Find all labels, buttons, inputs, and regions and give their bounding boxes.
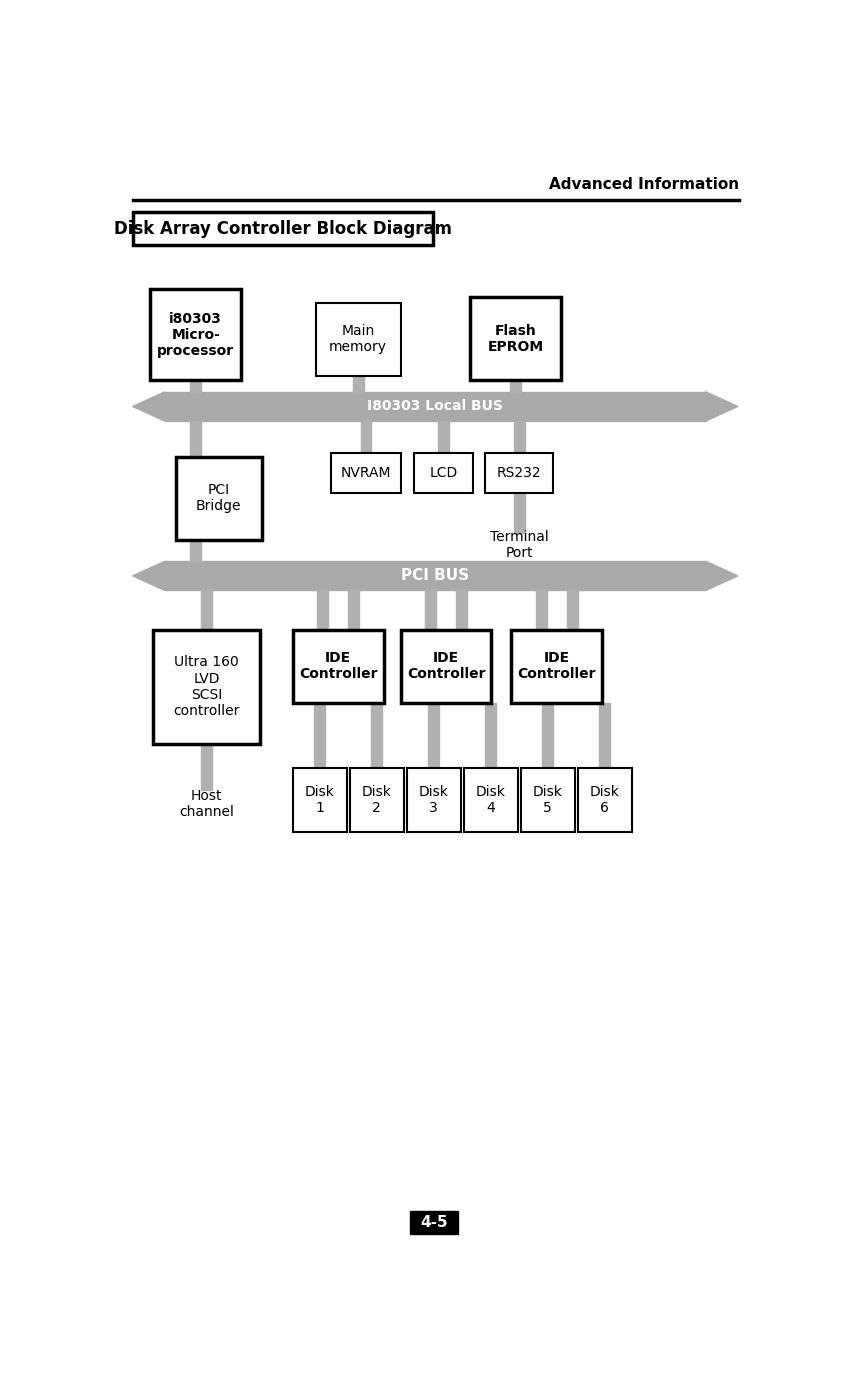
- Bar: [318, 590, 329, 629]
- Bar: [470, 298, 561, 380]
- Bar: [439, 421, 449, 453]
- Text: I80303 Local BUS: I80303 Local BUS: [368, 400, 503, 414]
- Bar: [350, 769, 404, 832]
- Text: Flash
EPROM: Flash EPROM: [487, 323, 544, 354]
- Text: Advanced Information: Advanced Information: [549, 178, 739, 192]
- Polygon shape: [133, 391, 165, 421]
- Bar: [600, 703, 610, 769]
- Text: Ultra 160
LVD
SCSI
controller: Ultra 160 LVD SCSI controller: [174, 656, 240, 719]
- Bar: [331, 453, 401, 492]
- Bar: [401, 629, 491, 703]
- Bar: [165, 561, 706, 590]
- Text: PCI BUS: PCI BUS: [401, 569, 469, 583]
- Text: PCI
Bridge: PCI Bridge: [197, 482, 241, 513]
- Bar: [514, 492, 524, 533]
- Polygon shape: [706, 561, 738, 590]
- Bar: [191, 421, 202, 457]
- Text: Disk
3: Disk 3: [418, 784, 449, 815]
- Bar: [152, 629, 261, 744]
- Text: Disk
5: Disk 5: [533, 784, 562, 815]
- Bar: [512, 629, 602, 703]
- Bar: [464, 769, 518, 832]
- Bar: [151, 289, 241, 380]
- Bar: [414, 453, 473, 492]
- Bar: [165, 391, 706, 421]
- Text: Disk
6: Disk 6: [590, 784, 619, 815]
- Text: i80303
Micro-
processor: i80303 Micro- processor: [158, 312, 235, 358]
- Bar: [542, 703, 553, 769]
- Bar: [429, 703, 439, 769]
- Bar: [133, 212, 433, 245]
- Bar: [202, 590, 212, 629]
- Bar: [293, 629, 384, 703]
- Text: IDE
Controller: IDE Controller: [407, 651, 485, 681]
- Text: 4-5: 4-5: [420, 1215, 448, 1230]
- Polygon shape: [706, 391, 738, 421]
- Text: Disk
1: Disk 1: [305, 784, 335, 815]
- Bar: [521, 769, 574, 832]
- Text: IDE
Controller: IDE Controller: [299, 651, 378, 681]
- Bar: [191, 540, 202, 561]
- Bar: [371, 703, 382, 769]
- Bar: [514, 421, 524, 453]
- Text: Disk Array Controller Block Diagram: Disk Array Controller Block Diagram: [113, 219, 451, 238]
- Polygon shape: [133, 561, 165, 590]
- Bar: [348, 590, 359, 629]
- Bar: [456, 590, 467, 629]
- Text: Host
channel: Host channel: [179, 788, 234, 819]
- Bar: [410, 1211, 458, 1234]
- Text: Disk
2: Disk 2: [362, 784, 391, 815]
- Bar: [567, 590, 578, 629]
- Bar: [293, 769, 346, 832]
- Text: Terminal
Port: Terminal Port: [490, 530, 549, 561]
- Text: Disk
4: Disk 4: [476, 784, 506, 815]
- Bar: [536, 590, 547, 629]
- Text: IDE
Controller: IDE Controller: [518, 651, 596, 681]
- Bar: [316, 302, 401, 376]
- Bar: [578, 769, 632, 832]
- Text: NVRAM: NVRAM: [340, 466, 391, 480]
- Bar: [425, 590, 436, 629]
- Bar: [485, 703, 496, 769]
- Text: Main
memory: Main memory: [329, 324, 387, 354]
- Bar: [202, 744, 212, 790]
- Text: LCD: LCD: [429, 466, 458, 480]
- Bar: [361, 421, 371, 453]
- Bar: [485, 453, 553, 492]
- Bar: [191, 380, 202, 391]
- Text: RS232: RS232: [497, 466, 541, 480]
- Bar: [353, 376, 363, 391]
- Bar: [407, 769, 461, 832]
- Bar: [510, 380, 521, 391]
- Bar: [176, 457, 262, 540]
- Bar: [314, 703, 325, 769]
